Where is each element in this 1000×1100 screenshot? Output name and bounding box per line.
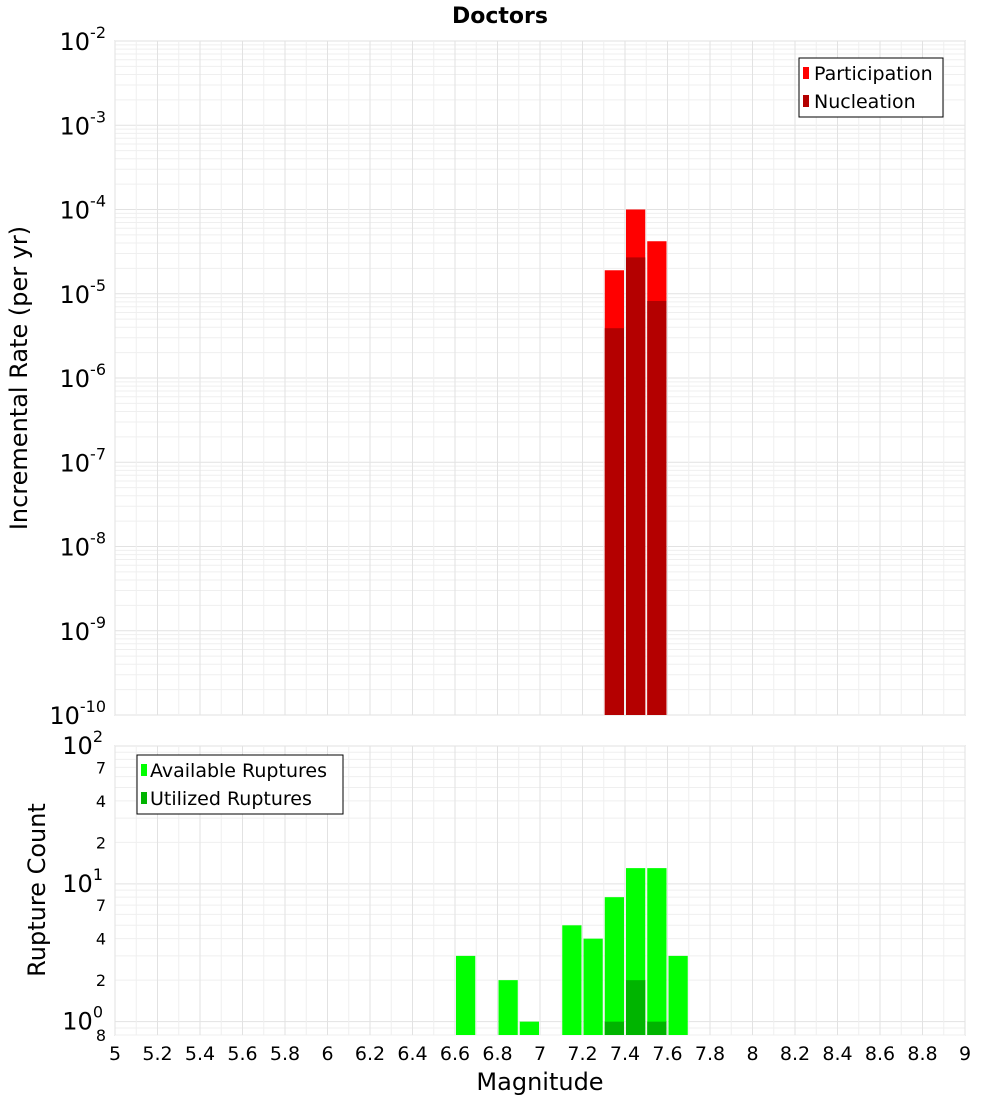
bar-available-ruptures (668, 955, 688, 1035)
chart-title: Doctors (452, 4, 548, 29)
top-y-tick-label: 10-8 (60, 529, 107, 562)
legend-label-available-ruptures: Available Ruptures (150, 760, 327, 782)
x-tick-label: 8.8 (907, 1043, 937, 1065)
bottom-y-tick-label-minor: 7 (96, 758, 106, 777)
legend-label-utilized-ruptures: Utilized Ruptures (150, 788, 312, 810)
bottom-grid (114, 745, 966, 1036)
x-tick-label: 6 (321, 1043, 333, 1065)
bar-utilized-ruptures (604, 1021, 624, 1035)
bottom-y-axis-label: Rupture Count (23, 803, 51, 977)
bottom-legend: Available Ruptures Utilized Ruptures (136, 754, 344, 815)
x-tick-label: 6.2 (355, 1043, 385, 1065)
top-plot: 10-10 10-9 10-8 10-7 10-6 10-5 10-4 10-3 10-2 In… (5, 23, 966, 730)
x-tick-labels: 5 5.2 5.4 5.6 5.8 6 6.2 6.4 6.6 6.8 7 7.2 7.4 7.6 7.8 8… (109, 1043, 971, 1065)
legend-swatch-participation (803, 67, 809, 79)
top-legend: Participation Nucleation (798, 57, 944, 118)
x-tick-label: 9 (959, 1043, 971, 1065)
x-tick-label: 7.2 (567, 1043, 597, 1065)
x-tick-label: 6.8 (482, 1043, 512, 1065)
top-y-tick-label: 10-10 (49, 697, 106, 730)
x-tick-label: 5.2 (142, 1043, 172, 1065)
bar-nucleation (604, 328, 624, 715)
bottom-y-tick-label-minor: 7 (96, 896, 106, 915)
x-tick-label: 5.6 (227, 1043, 257, 1065)
x-tick-label: 8 (746, 1043, 758, 1065)
top-y-axis-label: Incremental Rate (per yr) (5, 226, 33, 530)
top-y-tick-label: 10-7 (60, 444, 107, 477)
bar-available-ruptures (647, 868, 667, 1035)
bottom-y-tick-label-minor: 8 (96, 1026, 106, 1045)
bottom-plot: 100 101 102 8 2 4 7 2 4 7 5 5.2 5.4 5.6 5.8 6 6.2 6.4 6.6… (23, 727, 971, 1096)
bottom-legend-box (136, 754, 344, 815)
bottom-y-tick-label-minor: 4 (96, 930, 106, 949)
top-y-tick-label: 10-5 (60, 276, 107, 309)
x-tick-label: 7.6 (652, 1043, 682, 1065)
bottom-y-tick-label-major: 100 (62, 1003, 103, 1036)
top-bars (604, 209, 667, 715)
x-tick-label: 8.4 (822, 1043, 852, 1065)
bar-available-ruptures (583, 938, 603, 1035)
x-tick-label: 8.2 (780, 1043, 810, 1065)
bar-nucleation (647, 301, 667, 715)
legend-label-participation: Participation (814, 63, 933, 85)
x-tick-label: 7 (534, 1043, 546, 1065)
legend-swatch-nucleation (803, 95, 809, 107)
top-y-tick-label: 10-3 (60, 107, 107, 140)
bar-available-ruptures (498, 980, 518, 1035)
x-axis-label: Magnitude (476, 1068, 603, 1096)
bottom-y-tick-label-minor: 2 (96, 833, 106, 852)
bar-available-ruptures (562, 925, 582, 1035)
bottom-y-tick-label-major: 101 (62, 865, 103, 898)
bottom-y-tick-labels: 100 101 102 8 2 4 7 2 4 7 (62, 727, 106, 1045)
x-tick-label: 5.8 (270, 1043, 300, 1065)
top-y-tick-label: 10-2 (60, 23, 107, 56)
top-y-tick-labels: 10-10 10-9 10-8 10-7 10-6 10-5 10-4 10-3 10-2 (49, 23, 106, 730)
bar-utilized-ruptures (647, 1021, 667, 1035)
top-y-tick-label: 10-6 (60, 360, 107, 393)
legend-swatch-utilized-ruptures (141, 792, 147, 804)
x-tick-label: 7.8 (695, 1043, 725, 1065)
bar-utilized-ruptures (626, 980, 646, 1035)
bottom-y-tick-label-major: 102 (62, 727, 103, 760)
top-y-tick-label: 10-4 (60, 192, 107, 225)
bar-available-ruptures (456, 955, 476, 1035)
x-tick-label: 5 (109, 1043, 121, 1065)
top-legend-box (798, 57, 944, 118)
top-y-tick-label: 10-9 (60, 613, 107, 646)
legend-swatch-available-ruptures (141, 764, 147, 776)
legend-label-nucleation: Nucleation (814, 91, 916, 113)
x-tick-label: 6.4 (397, 1043, 427, 1065)
x-tick-label: 8.6 (865, 1043, 895, 1065)
x-tick-label: 5.4 (185, 1043, 215, 1065)
bar-nucleation (626, 257, 646, 715)
x-tick-label: 6.6 (440, 1043, 470, 1065)
bar-available-ruptures (519, 1021, 539, 1035)
bottom-y-tick-label-minor: 2 (96, 971, 106, 990)
bar-available-ruptures (604, 897, 624, 1035)
x-tick-label: 7.4 (610, 1043, 640, 1065)
top-grid (114, 40, 966, 716)
bottom-y-tick-label-minor: 4 (96, 792, 106, 811)
bottom-bars (456, 868, 688, 1035)
